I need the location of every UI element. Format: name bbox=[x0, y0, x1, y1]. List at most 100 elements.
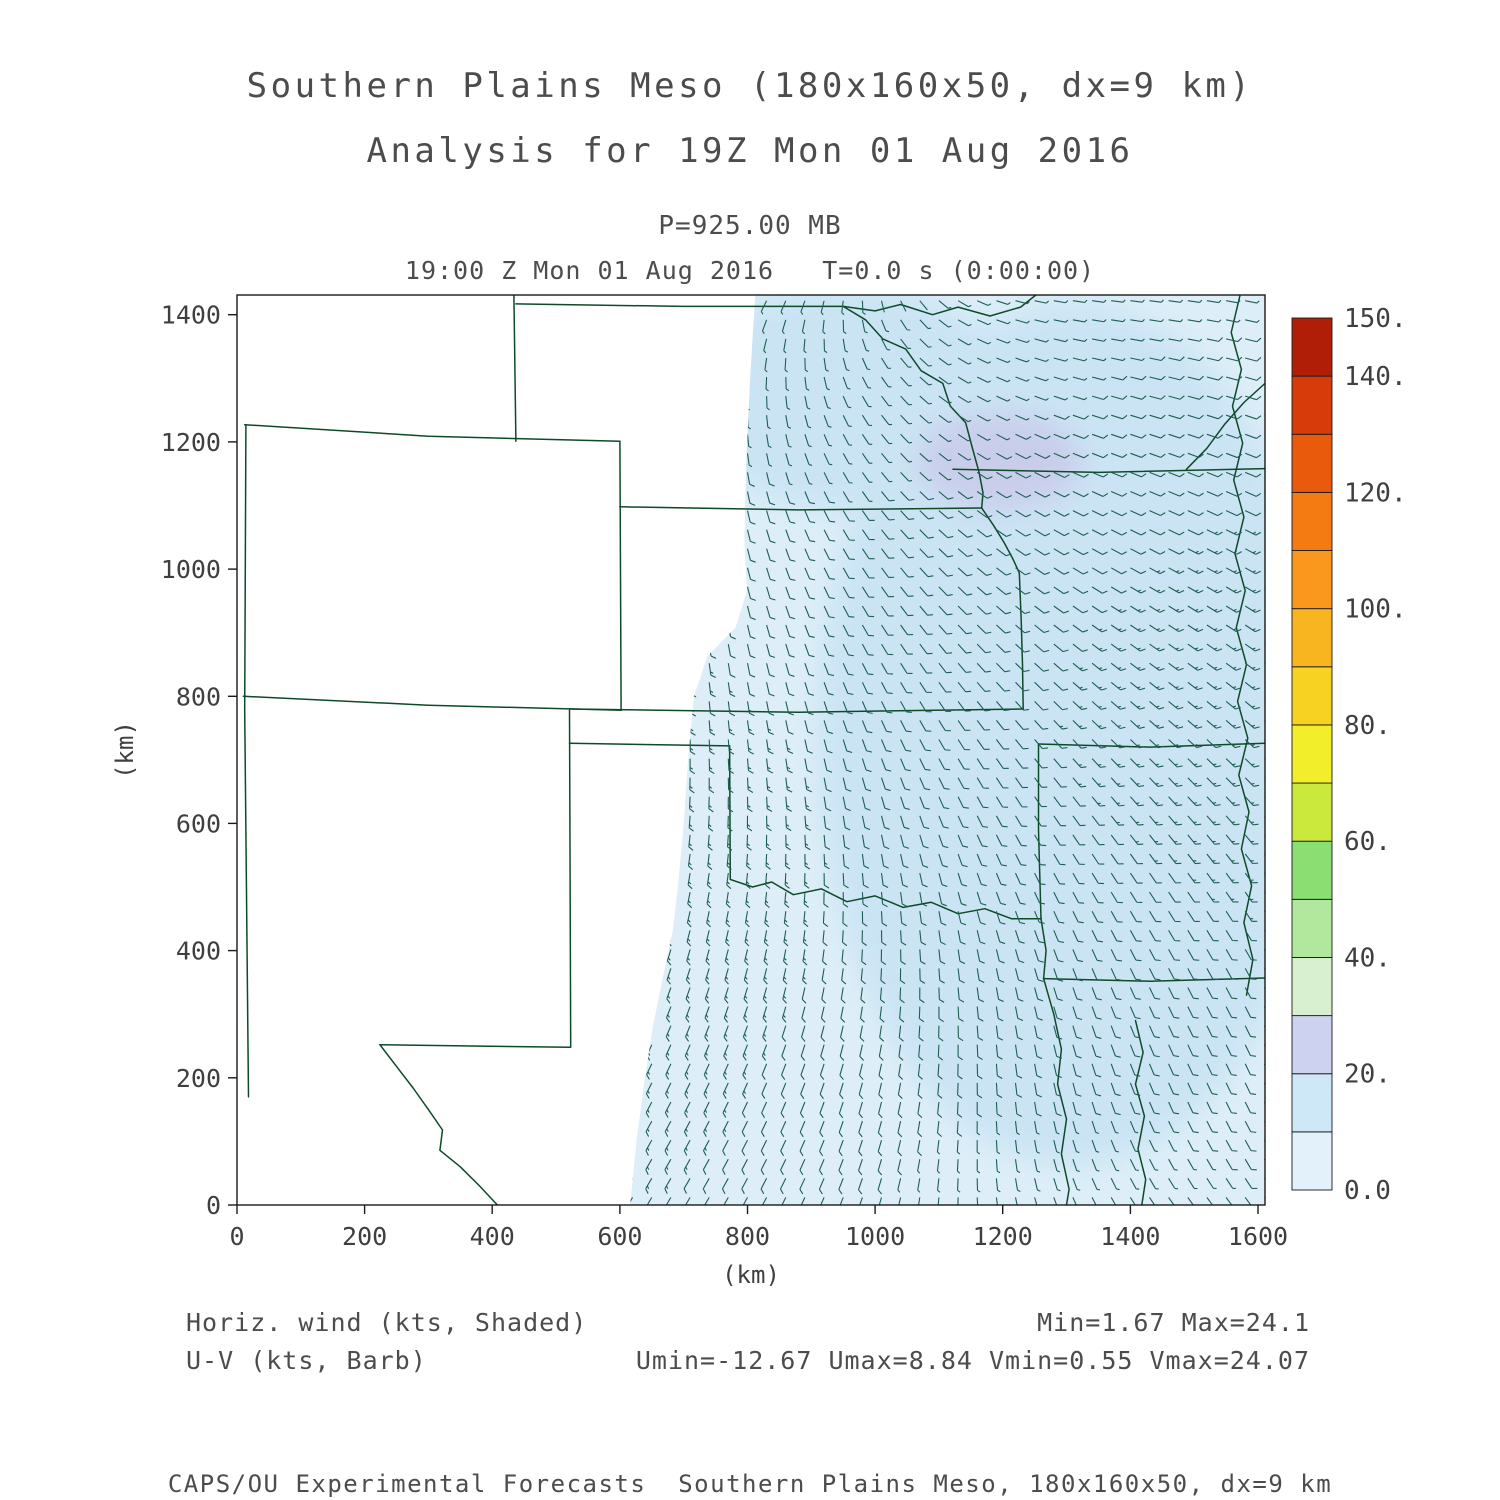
border-kansas-oklahoma-south bbox=[568, 708, 1024, 713]
wind-barb bbox=[744, 911, 750, 928]
wind-barb bbox=[976, 548, 993, 557]
wind-barb bbox=[1149, 299, 1164, 303]
wind-barb bbox=[1110, 490, 1128, 497]
wind-barb bbox=[1225, 872, 1239, 884]
wind-barb bbox=[780, 1139, 787, 1157]
wind-barb bbox=[900, 720, 912, 733]
wind-barb bbox=[881, 701, 893, 714]
wind-barb bbox=[1130, 414, 1147, 420]
wind-barb bbox=[1187, 758, 1202, 768]
wind-barb bbox=[1244, 987, 1257, 1000]
wind-barb bbox=[766, 586, 776, 601]
wind-barb bbox=[1244, 910, 1258, 922]
wind-barb bbox=[648, 395, 654, 413]
wind-barb bbox=[881, 548, 895, 559]
wind-barb bbox=[587, 1159, 598, 1174]
wind-barb bbox=[1130, 719, 1145, 729]
wind-barb bbox=[1263, 1178, 1265, 1190]
wind-barb bbox=[707, 815, 714, 832]
wind-barb bbox=[668, 415, 674, 432]
wind-barb bbox=[976, 414, 991, 422]
wind-barb bbox=[822, 930, 828, 947]
wind-barb bbox=[976, 1159, 981, 1174]
wind-barb bbox=[743, 968, 749, 985]
wind-barb bbox=[1187, 567, 1204, 575]
wind-barb bbox=[785, 415, 792, 429]
wind-barb bbox=[1206, 1044, 1218, 1057]
wind-barb bbox=[746, 548, 756, 563]
wind-barb bbox=[688, 415, 694, 432]
wind-barb bbox=[804, 663, 815, 677]
wind-barb bbox=[741, 1139, 748, 1156]
wind-barb bbox=[1244, 891, 1258, 903]
wind-barb bbox=[1206, 586, 1223, 594]
wind-barb bbox=[606, 1121, 617, 1136]
wind-barb bbox=[1072, 357, 1088, 362]
wind-barb bbox=[1206, 1101, 1218, 1115]
wind-barb bbox=[667, 891, 673, 909]
wind-barb bbox=[1015, 815, 1028, 827]
wind-barb bbox=[800, 1082, 806, 1099]
wind-barb bbox=[1149, 949, 1161, 962]
wind-barb bbox=[957, 720, 971, 731]
wind-barb bbox=[1225, 510, 1243, 517]
wind-barb bbox=[881, 414, 893, 426]
wind-barb bbox=[1206, 910, 1219, 922]
wind-barb bbox=[799, 1101, 806, 1119]
wind-barb bbox=[900, 643, 913, 655]
wind-barb bbox=[1168, 510, 1185, 517]
wind-barb bbox=[724, 968, 729, 985]
wind-barb bbox=[649, 434, 656, 451]
wind-barb bbox=[820, 1025, 826, 1042]
wind-barb bbox=[976, 815, 989, 828]
wind-barb bbox=[1149, 375, 1166, 381]
wind-barb bbox=[611, 434, 618, 450]
colorbar-segment bbox=[1291, 782, 1333, 842]
wind-barb bbox=[766, 548, 776, 563]
wind-barb bbox=[1245, 433, 1262, 439]
wind-barb bbox=[1110, 987, 1122, 1001]
wind-barb bbox=[591, 892, 599, 908]
wind-barb bbox=[1264, 318, 1265, 324]
wind-barb bbox=[1168, 930, 1181, 942]
wind-barb bbox=[684, 1082, 691, 1099]
wind-barb bbox=[594, 530, 599, 545]
wind-barb bbox=[1149, 643, 1165, 652]
wind-barb bbox=[1053, 300, 1069, 304]
wind-barb bbox=[766, 529, 776, 544]
wind-barb bbox=[1226, 300, 1241, 304]
wind-barb bbox=[1053, 1159, 1061, 1173]
wind-barb bbox=[938, 471, 952, 481]
wind-barb bbox=[1053, 433, 1070, 440]
wind-barb bbox=[804, 586, 816, 600]
wind-barb bbox=[1187, 548, 1204, 555]
wind-barb bbox=[785, 777, 793, 793]
border-south-dakota-missouri-river bbox=[842, 295, 1037, 317]
wind-barb bbox=[804, 415, 812, 429]
wind-barb bbox=[683, 1178, 691, 1194]
wind-barb bbox=[823, 720, 834, 735]
wind-barb bbox=[1149, 548, 1166, 555]
wind-barb bbox=[938, 930, 946, 946]
wind-barb bbox=[1225, 586, 1242, 594]
wind-barb bbox=[1129, 815, 1144, 826]
wind-barb bbox=[1091, 739, 1107, 749]
wind-barb bbox=[1034, 1044, 1043, 1060]
wind-barb bbox=[785, 567, 796, 581]
wind-barb bbox=[1015, 548, 1031, 556]
wind-barb bbox=[919, 911, 927, 926]
wind-barb bbox=[1014, 891, 1026, 905]
wind-barb bbox=[746, 682, 755, 697]
wind-barb bbox=[821, 987, 827, 1004]
wind-barb bbox=[1187, 968, 1200, 981]
wind-barb bbox=[722, 1139, 729, 1156]
wind-barb bbox=[1149, 318, 1164, 323]
wind-barb bbox=[1264, 452, 1265, 459]
wind-barb bbox=[1206, 1197, 1218, 1205]
wind-barb bbox=[976, 796, 989, 809]
wind-barb bbox=[723, 338, 729, 354]
wind-barb bbox=[685, 987, 691, 1004]
wind-barb bbox=[648, 891, 654, 909]
wind-barb bbox=[1034, 891, 1046, 905]
wind-barb bbox=[1129, 777, 1145, 788]
